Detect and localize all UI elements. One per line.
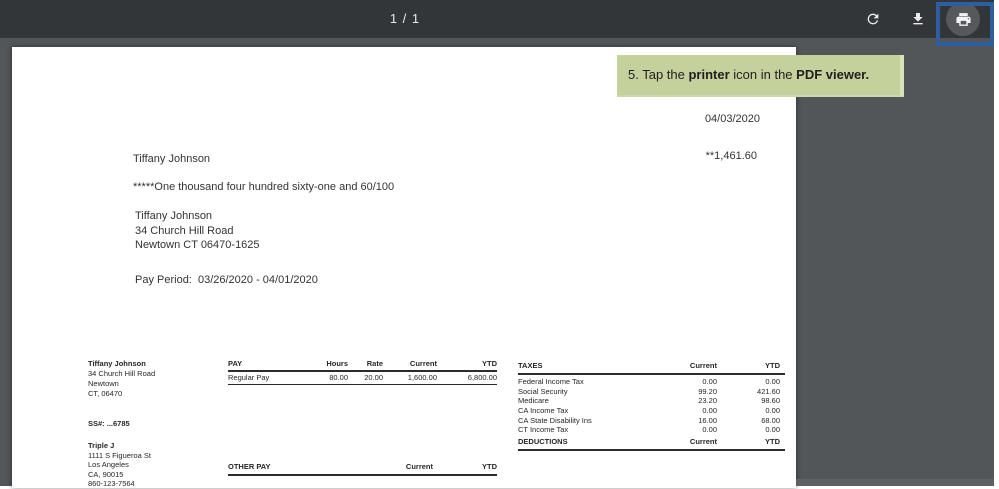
- stub-company-name: Triple J: [88, 441, 115, 450]
- tax-name: Social Security: [518, 386, 568, 396]
- tax-current: 0.00: [702, 425, 717, 435]
- taxes-row: Medicare 23.20 98.60: [518, 396, 785, 406]
- other-pay-header-cell: OTHER PAY: [228, 462, 271, 471]
- tax-current: 23.20: [698, 396, 717, 406]
- stub-company-line: Los Angeles: [88, 460, 129, 470]
- pay-header-cell: Hours: [326, 359, 348, 368]
- taxes-row: CA Income Tax 0.00 0.00: [518, 406, 785, 416]
- deductions-header-cell: Current: [689, 437, 717, 446]
- tax-name: CA State Disability Ins: [518, 415, 592, 425]
- taxes-row: Social Security 99.20 421.60: [518, 387, 785, 397]
- taxes-row: CT Income Tax 0.00 0.00: [518, 425, 785, 435]
- pay-table-header: PAY Hours Rate Current YTD: [228, 359, 497, 372]
- callout-text: icon in the: [729, 67, 797, 82]
- stub-employee-line: CT, 06470: [88, 389, 123, 398]
- tax-ytd: 0.00: [765, 425, 780, 435]
- pay-table: PAY Hours Rate Current YTD Regular Pay 8…: [228, 359, 497, 385]
- callout-text: 5. Tap the: [628, 67, 689, 82]
- deductions-header-cell: YTD: [765, 437, 780, 446]
- taxes-row: CA State Disability Ins 16.00 68.00: [518, 416, 785, 426]
- stub-company-line: 1111 S Figueroa St: [88, 450, 151, 460]
- tax-ytd: 0.00: [765, 406, 780, 416]
- viewer-content: 04/03/2020 **1,461.60 Tiffany Johnson **…: [0, 38, 994, 488]
- pay-header-cell: Rate: [366, 359, 383, 368]
- stub-employee-line: 34 Church Hill Road: [88, 369, 156, 378]
- pay-cell: 20.00: [364, 373, 383, 382]
- pay-cell: Regular Pay: [228, 373, 270, 382]
- download-icon: [913, 13, 923, 25]
- stub-company-block: Triple J 1111 S Figueroa St Los Angeles …: [88, 441, 151, 489]
- pay-period: Pay Period: 03/26/2020 - 04/01/2020: [135, 274, 318, 286]
- pay-table-row: Regular Pay 80.00 20.00 1,600.00 6,800.0…: [228, 372, 497, 385]
- taxes-table-header: TAXES Current YTD: [518, 361, 785, 375]
- taxes-header-cell: TAXES: [518, 361, 543, 370]
- other-pay-header-cell: Current: [405, 462, 433, 471]
- check-amount: **1,461.60: [705, 150, 757, 162]
- stub-company-line: CA, 90015: [88, 469, 124, 479]
- download-button[interactable]: [906, 7, 930, 31]
- instruction-callout: 5. Tap the printer icon in the PDF viewe…: [617, 55, 904, 97]
- deductions-header-cell: DEDUCTIONS: [518, 437, 568, 446]
- payee-address-block: Tiffany Johnson 34 Church Hill Road Newt…: [135, 209, 260, 253]
- tax-name: Federal Income Tax: [518, 377, 584, 386]
- tax-name: Medicare: [518, 396, 549, 406]
- taxes-table-rows: Federal Income Tax 0.00 0.00 Social Secu…: [518, 377, 785, 435]
- rotate-button[interactable]: [861, 7, 885, 31]
- company-phone-clipped: 860-123-7564: [88, 479, 135, 489]
- check-payee: Tiffany Johnson: [133, 153, 211, 165]
- tax-ytd: 421.60: [757, 386, 780, 396]
- tax-current: 16.00: [698, 415, 717, 425]
- taxes-header-cell: Current: [689, 361, 717, 370]
- stub-ssn: SS#: ...6785: [88, 419, 130, 428]
- tax-current: 99.20: [698, 386, 717, 396]
- address-line: 34 Church Hill Road: [135, 224, 234, 237]
- tax-ytd: 0.00: [765, 377, 780, 386]
- horizontal-scrollbar[interactable]: [796, 479, 994, 486]
- pay-cell: 1,600.00: [407, 373, 437, 382]
- printer-icon: [955, 12, 971, 26]
- tax-name: CT Income Tax: [518, 425, 569, 435]
- taxes-row: Federal Income Tax 0.00 0.00: [518, 377, 785, 387]
- check-date: 04/03/2020: [704, 113, 760, 125]
- pay-header-cell: YTD: [482, 359, 497, 368]
- pay-header-cell: PAY: [228, 359, 243, 368]
- document-page: 04/03/2020 **1,461.60 Tiffany Johnson **…: [12, 47, 796, 488]
- stub-employee-block: Tiffany Johnson 34 Church Hill Road Newt…: [88, 359, 155, 399]
- stub-employee-line: Newtown: [88, 379, 119, 388]
- callout-bold-pdf-viewer: PDF viewer.: [796, 67, 870, 82]
- check-amount-words: *****One thousand four hundred sixty-one…: [133, 181, 395, 193]
- other-pay-header: OTHER PAY Current YTD: [228, 462, 497, 476]
- pdf-toolbar: 1 / 1: [0, 0, 994, 38]
- address-line: Tiffany Johnson: [135, 210, 213, 222]
- callout-bold-printer: printer: [688, 67, 730, 82]
- taxes-header-cell: YTD: [765, 361, 780, 370]
- tax-name: CA Income Tax: [518, 406, 569, 416]
- pay-cell: 6,800.00: [467, 373, 497, 382]
- taxes-table: TAXES Current YTD Federal Income Tax 0.0…: [518, 361, 785, 435]
- tax-ytd: 68.00: [761, 415, 780, 425]
- tax-current: 0.00: [702, 377, 717, 386]
- stub-employee-name: Tiffany Johnson: [88, 359, 146, 368]
- pay-cell: 80.00: [329, 373, 348, 382]
- other-pay-header-cell: YTD: [482, 462, 497, 471]
- rotate-icon: [867, 13, 879, 25]
- tax-ytd: 98.60: [761, 396, 780, 406]
- print-button[interactable]: [946, 2, 980, 36]
- page-indicator: 1 / 1: [389, 11, 421, 26]
- tax-current: 0.00: [702, 406, 717, 416]
- pay-header-cell: Current: [409, 359, 437, 368]
- address-line: Newtown CT 06470-1625: [135, 239, 260, 251]
- deductions-header: DEDUCTIONS Current YTD: [518, 437, 785, 451]
